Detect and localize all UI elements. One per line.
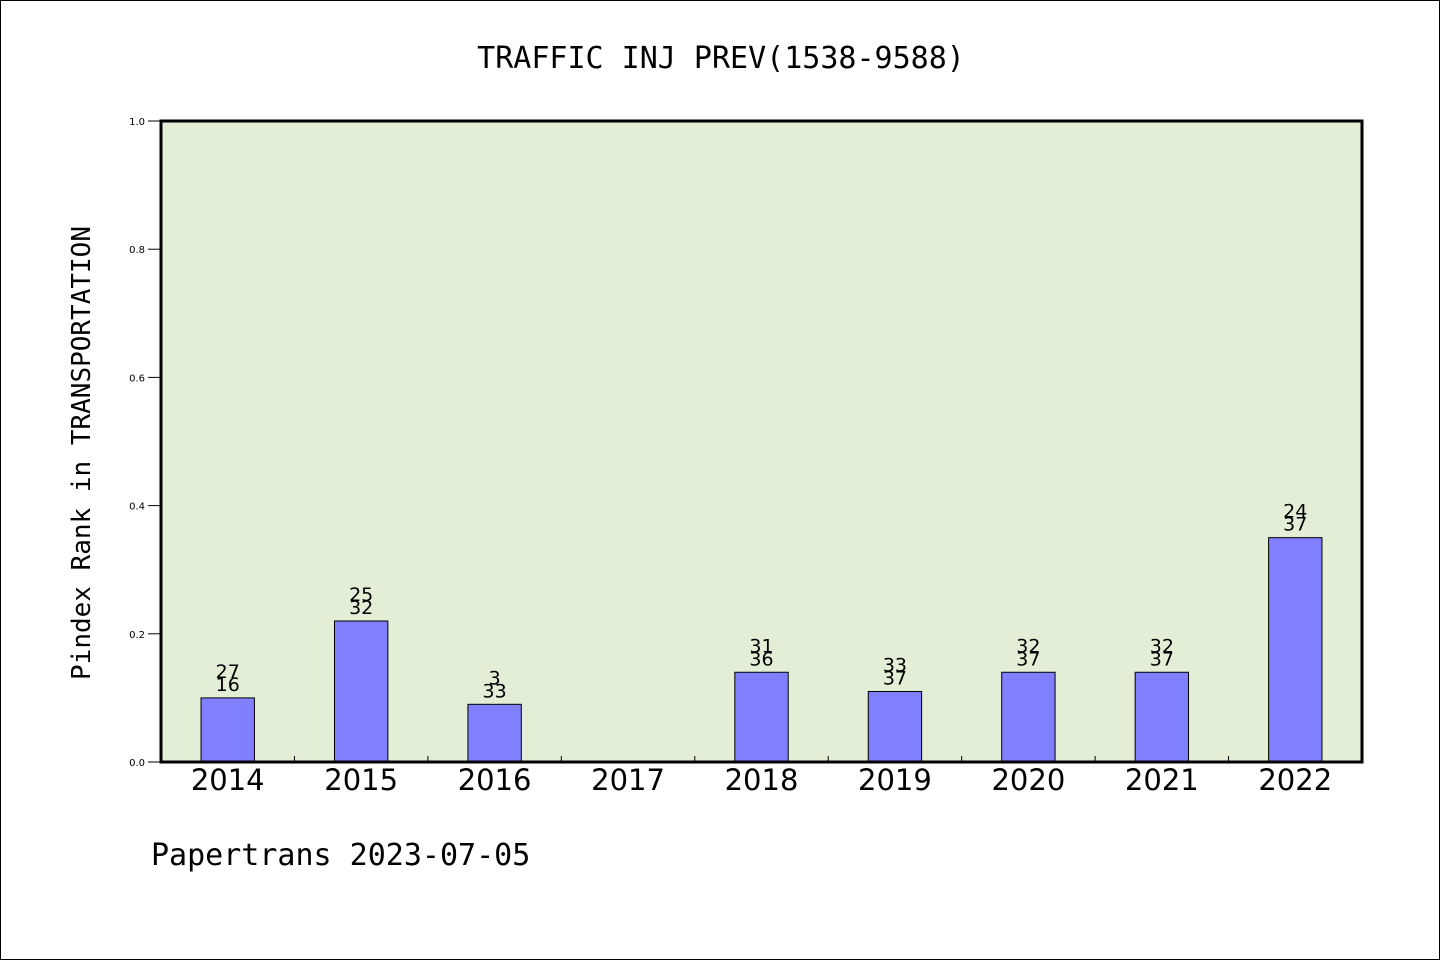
bar-label-bottom: 37 (1150, 648, 1174, 670)
bar-label-bottom: 37 (1283, 514, 1307, 536)
bar-label-top: 32 (1016, 635, 1040, 657)
bar-label-top: 3 (489, 667, 501, 689)
y-tick-label: 1.0 (129, 117, 145, 128)
y-tick-label: 0.4 (129, 502, 145, 513)
bar-series (200, 537, 1323, 763)
x-tick-label: 2018 (725, 763, 799, 797)
bar-2021 (1134, 671, 1190, 763)
y-tick-label: 0.6 (129, 373, 145, 384)
bar-label-bottom: 37 (1016, 648, 1040, 670)
bar-2018 (734, 671, 789, 763)
x-axis: 2014 2015 2016 2017 2018 2019 2020 2021 2022 (191, 756, 1332, 797)
plot-border (159, 119, 1364, 764)
chart-title: TRAFFIC INJ PREV(1538-9588) (477, 41, 965, 76)
x-tick-label: 2020 (991, 763, 1065, 797)
y-tick-label: 0.8 (129, 245, 145, 256)
bar-label-top: 25 (349, 584, 373, 606)
bar-label-bottom: 36 (749, 648, 773, 670)
bar-label-bottom: 16 (216, 674, 240, 696)
bar-2019 (867, 690, 923, 763)
y-axis-label: Pindex Rank in TRANSPORTATION (67, 226, 97, 680)
bar-2022 (1268, 537, 1323, 763)
bar-label-top: 24 (1283, 501, 1307, 523)
y-axis: 0.0 0.2 0.4 0.6 0.8 1.0 (129, 117, 160, 769)
x-tick-label: 2022 (1258, 763, 1332, 797)
x-tick-label: 2019 (858, 763, 932, 797)
bar-2015 (333, 620, 389, 763)
bar-label-bottom: 33 (483, 680, 507, 702)
bar-2016 (467, 703, 522, 763)
x-tick-label: 2017 (591, 763, 665, 797)
footer-credit: Papertrans 2023-07-05 (151, 838, 530, 873)
bar-label-top: 33 (883, 654, 907, 676)
y-tick-label: 0.2 (129, 630, 145, 641)
bar-label-bottom: 37 (883, 667, 907, 689)
x-tick-label: 2021 (1125, 763, 1199, 797)
bar-label-top: 32 (1150, 635, 1174, 657)
bar-2020 (1001, 671, 1056, 763)
x-tick-label: 2015 (324, 763, 398, 797)
x-tick-label: 2014 (191, 763, 265, 797)
bar-2014 (200, 697, 255, 763)
bar-label-bottom: 32 (349, 597, 373, 619)
bar-label-top: 31 (749, 635, 773, 657)
y-tick-label: 0.0 (129, 758, 145, 769)
x-tick-label: 2016 (458, 763, 532, 797)
bar-label-top: 27 (216, 661, 240, 683)
